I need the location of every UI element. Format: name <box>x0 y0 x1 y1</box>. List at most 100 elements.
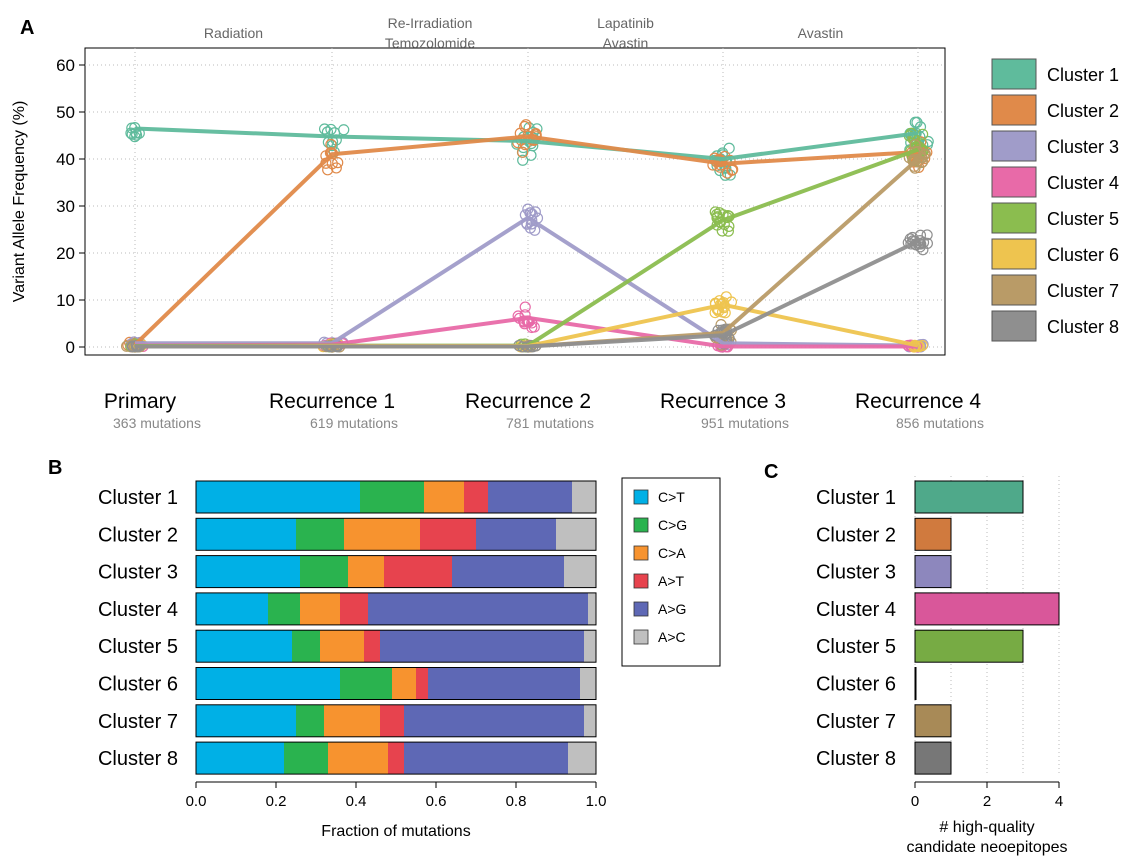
stacked-bar-segment <box>564 555 596 588</box>
legend-label: Cluster 4 <box>1047 173 1119 193</box>
stacked-bar-segment <box>324 704 380 737</box>
data-point <box>517 146 529 158</box>
x-tick-label: 2 <box>983 793 991 810</box>
timepoint-mutation-count: 951 mutations <box>701 415 789 431</box>
x-tick-label: 0 <box>911 793 919 810</box>
series-line <box>135 239 919 349</box>
stacked-bar-segment <box>196 518 296 551</box>
x-tick-label: 0.2 <box>266 793 287 810</box>
panel-a: A 0 10 20 30 40 50 60 Variant Allele Frequency (… <box>11 15 1119 431</box>
data-point <box>524 222 537 234</box>
stacked-bar-segment <box>292 630 320 663</box>
legend-label: C>G <box>658 517 687 533</box>
category-label: Cluster 2 <box>98 524 178 546</box>
timepoint-mutation-count: 856 mutations <box>896 415 984 431</box>
category-label: Cluster 7 <box>98 711 178 733</box>
stacked-bar-segment <box>196 592 268 625</box>
bar <box>914 629 1024 663</box>
stacked-bar-segment <box>404 742 568 775</box>
timepoint-label: Recurrence 2 <box>465 390 591 413</box>
legend-swatch <box>991 58 1037 90</box>
legend-swatch <box>633 517 649 533</box>
y-tick-label: 10 <box>56 291 75 310</box>
plot-frame <box>84 47 946 356</box>
data-point <box>909 154 921 166</box>
stacked-bar-segment <box>296 518 344 551</box>
bar-outline <box>195 741 597 775</box>
x-tick-label: 0.8 <box>506 793 527 810</box>
bar <box>914 704 952 738</box>
stacked-bar-segment <box>368 592 588 625</box>
data-point <box>517 154 529 166</box>
bar <box>914 592 1060 626</box>
bar-outline <box>195 592 597 626</box>
stacked-bar-segment <box>300 555 348 588</box>
stacked-bar-segment <box>196 555 300 588</box>
category-label: Cluster 6 <box>816 674 896 696</box>
category-label: Cluster 1 <box>816 487 896 509</box>
data-point <box>918 149 930 161</box>
x-tick-label: 0.0 <box>186 793 207 810</box>
legend-swatch <box>991 238 1037 270</box>
bar-outline <box>195 555 597 589</box>
data-point <box>921 237 933 250</box>
panel-c: C Cluster 1 Cluster 2 Cluster 3 Cluster 4 Clu… <box>764 461 1068 856</box>
stacked-bar-segment <box>380 704 404 737</box>
legend-label: Cluster 2 <box>1047 101 1119 121</box>
stacked-bar-segment <box>360 481 424 513</box>
timepoint-label: Recurrence 1 <box>269 390 395 413</box>
treatment-label: Re-Irradiation <box>388 15 473 31</box>
stacked-bar-segment <box>588 592 596 625</box>
timepoint-label: Primary <box>104 390 177 413</box>
panel-letter: A <box>20 17 34 39</box>
stacked-bar-segment <box>464 481 488 513</box>
stacked-bar-segment <box>196 667 340 700</box>
category-label: Cluster 2 <box>816 524 896 546</box>
bar <box>914 517 952 551</box>
legend-swatch <box>991 130 1037 162</box>
stacked-bar-segment <box>196 481 360 513</box>
y-tick-label: 60 <box>56 56 75 75</box>
bar <box>914 741 952 775</box>
stacked-bar-segment <box>584 704 596 737</box>
treatment-label: Radiation <box>204 25 263 41</box>
legend-swatch <box>633 545 649 561</box>
y-axis-label: Variant Allele Frequency (%) <box>11 101 28 303</box>
stacked-bar-segment <box>388 742 404 775</box>
stacked-bar-segment <box>364 630 380 663</box>
stacked-bar-segment <box>452 555 564 588</box>
stacked-bar-segment <box>420 518 476 551</box>
stacked-bar-segment <box>196 742 284 775</box>
category-label: Cluster 1 <box>98 487 178 509</box>
legend-swatch <box>633 601 649 617</box>
legend-label: Cluster 7 <box>1047 281 1119 301</box>
stacked-bar-segment <box>268 592 300 625</box>
panel-b: B Cluster 1 Cluster 2 Cluster 3 Cluster 4 Clu… <box>48 457 721 840</box>
data-point <box>318 123 331 135</box>
data-point <box>519 301 531 313</box>
data-point <box>716 306 729 318</box>
legend-swatch <box>991 202 1037 234</box>
bar <box>914 667 917 700</box>
timepoint-label: Recurrence 4 <box>855 390 981 413</box>
data-point <box>713 216 726 228</box>
data-point <box>724 169 736 181</box>
x-tick-label: 1.0 <box>586 793 607 810</box>
stacked-bar-segment <box>572 481 596 513</box>
series-line <box>133 134 919 347</box>
x-tick-label: 0.6 <box>426 793 447 810</box>
category-label: Cluster 3 <box>98 562 178 584</box>
data-point <box>914 229 927 241</box>
legend-label: Cluster 3 <box>1047 137 1119 157</box>
data-point <box>322 164 334 176</box>
x-axis-label: # high-quality <box>939 819 1034 836</box>
category-label: Cluster 8 <box>98 748 178 770</box>
legend-swatch <box>633 489 649 505</box>
stacked-bar-segment <box>584 630 596 663</box>
treatment-label: Avastin <box>798 25 844 41</box>
category-label: Cluster 8 <box>816 748 896 770</box>
legend-label: C>A <box>658 545 686 561</box>
data-point <box>922 135 934 148</box>
legend-label: Cluster 6 <box>1047 245 1119 265</box>
